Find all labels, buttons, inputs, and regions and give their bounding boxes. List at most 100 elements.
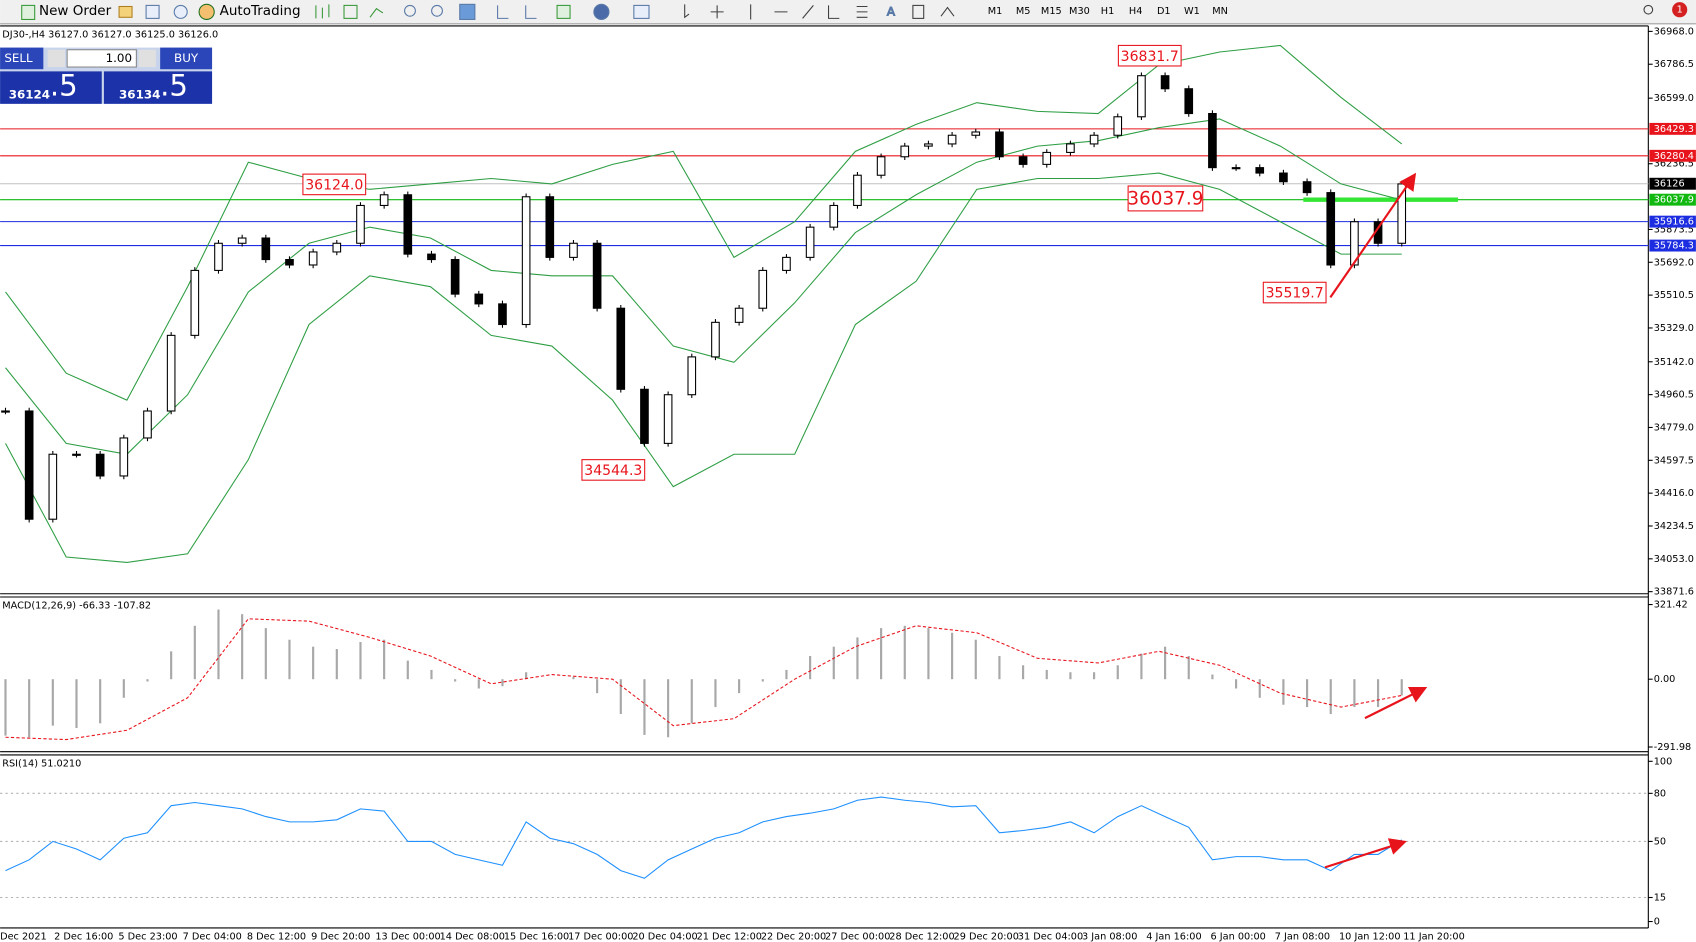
candle [616, 307, 626, 390]
candle [166, 334, 176, 412]
time-label: 17 Dec 00:00 [568, 932, 633, 942]
bid-box[interactable] [0, 71, 102, 104]
macd-bar [738, 679, 741, 694]
lot-down[interactable] [47, 49, 65, 68]
macd-bar [335, 649, 338, 680]
time-label: 6 Jan 00:00 [1211, 932, 1266, 942]
macd-bar [193, 625, 196, 680]
candle [924, 143, 933, 147]
macd-bar [28, 679, 31, 738]
bid-price: 36124 [9, 88, 50, 102]
timeframe-button[interactable]: H1 [1101, 6, 1115, 17]
macd-bar [596, 679, 599, 694]
toolbar-icons: A [21, 2, 1688, 21]
time-label: 8 Dec 12:00 [247, 932, 306, 942]
annotation-box [581, 459, 646, 481]
macd-bar [1329, 679, 1332, 715]
macd-bar [832, 646, 835, 680]
macd-bar [1376, 679, 1380, 708]
candle [1326, 192, 1336, 266]
timeframe-button[interactable]: M15 [1041, 6, 1062, 17]
candle [1302, 181, 1312, 194]
candle [521, 196, 531, 326]
candle [48, 453, 58, 520]
svg-text:A: A [887, 4, 896, 18]
candle [474, 293, 484, 305]
timeframe-button[interactable]: M30 [1069, 6, 1090, 17]
new-order-button[interactable]: New Order [39, 3, 112, 19]
timeframe-button[interactable]: M5 [1016, 6, 1031, 17]
candle [782, 256, 791, 271]
candle [734, 307, 744, 323]
macd-bar [170, 651, 173, 680]
macd-bar [572, 676, 575, 680]
candle [450, 259, 460, 295]
candle [1018, 156, 1028, 165]
y-tick-label: 80 [1654, 788, 1666, 799]
lot-input[interactable] [66, 49, 137, 68]
time-label: 13 Dec 00:00 [375, 932, 440, 942]
y-tick-label: 100 [1654, 756, 1673, 767]
ask-price: 36134 [119, 88, 160, 102]
sell-button[interactable] [0, 47, 44, 70]
price-level-tag [1649, 177, 1696, 190]
bollinger-middle [5, 118, 1402, 455]
macd-bar [430, 669, 433, 680]
candle [592, 242, 602, 309]
y-tick-label: 50 [1654, 836, 1666, 847]
macd-bar [1353, 679, 1356, 708]
time-label: 14 Dec 08:00 [440, 932, 505, 942]
candle [1231, 167, 1241, 170]
timeframe-button[interactable]: MN [1212, 6, 1228, 17]
time-label: 7 Dec 04:00 [183, 932, 242, 942]
macd-bar [1211, 674, 1214, 680]
candle [569, 242, 578, 258]
macd-bar [501, 679, 504, 687]
macd-bar [383, 639, 386, 680]
macd-bar [75, 679, 78, 728]
trend-arrow [1329, 172, 1417, 299]
candle [853, 174, 862, 206]
timeframe-button[interactable]: H4 [1129, 6, 1143, 17]
macd-bar [1045, 669, 1048, 680]
annotation-box [1127, 185, 1204, 212]
candle [119, 437, 129, 477]
timeframe-button[interactable]: M1 [988, 6, 1003, 17]
autotrading-button[interactable]: AutoTrading [220, 3, 301, 19]
alerts-badge[interactable]: 1 [1677, 5, 1683, 16]
macd-bar [927, 628, 930, 680]
y-tick-label: 36786.5 [1654, 59, 1694, 70]
ask-box[interactable] [103, 71, 213, 104]
macd-bar [99, 679, 102, 724]
y-tick-label: 34597.5 [1654, 455, 1694, 466]
candle [1066, 143, 1075, 153]
y-tick-label: 36968.0 [1654, 26, 1694, 37]
macd-bar [1093, 672, 1096, 680]
candle [285, 259, 294, 266]
macd-bar [880, 628, 883, 680]
candle [237, 237, 247, 244]
macd-bar [1305, 679, 1309, 708]
buy-button[interactable] [160, 47, 213, 70]
candle [379, 194, 389, 206]
macd-bar [619, 679, 622, 715]
timeframe-button[interactable]: D1 [1157, 6, 1171, 17]
macd-bar [714, 679, 717, 708]
candle [900, 145, 910, 158]
candle [1160, 75, 1170, 90]
macd-bar [998, 655, 1001, 680]
lot-up[interactable] [138, 49, 156, 68]
time-label: 27 Dec 00:00 [825, 932, 890, 942]
macd-bar [477, 679, 480, 689]
price-level-tag [1649, 239, 1696, 252]
plots: Dec 2021 2 Dec 16:00 5 Dec 23:00 7 Dec 04:0… [0, 26, 1696, 942]
candle [308, 251, 318, 266]
price-level-label: 35916.6 [1654, 217, 1694, 228]
y-tick-label: 34779.0 [1654, 422, 1694, 433]
macd-bar [903, 625, 906, 680]
timeframe-button[interactable]: W1 [1184, 6, 1200, 17]
trend-arrow [1324, 838, 1407, 869]
bollinger-lower [5, 172, 1402, 563]
time-label: 29 Dec 20:00 [954, 932, 1019, 942]
